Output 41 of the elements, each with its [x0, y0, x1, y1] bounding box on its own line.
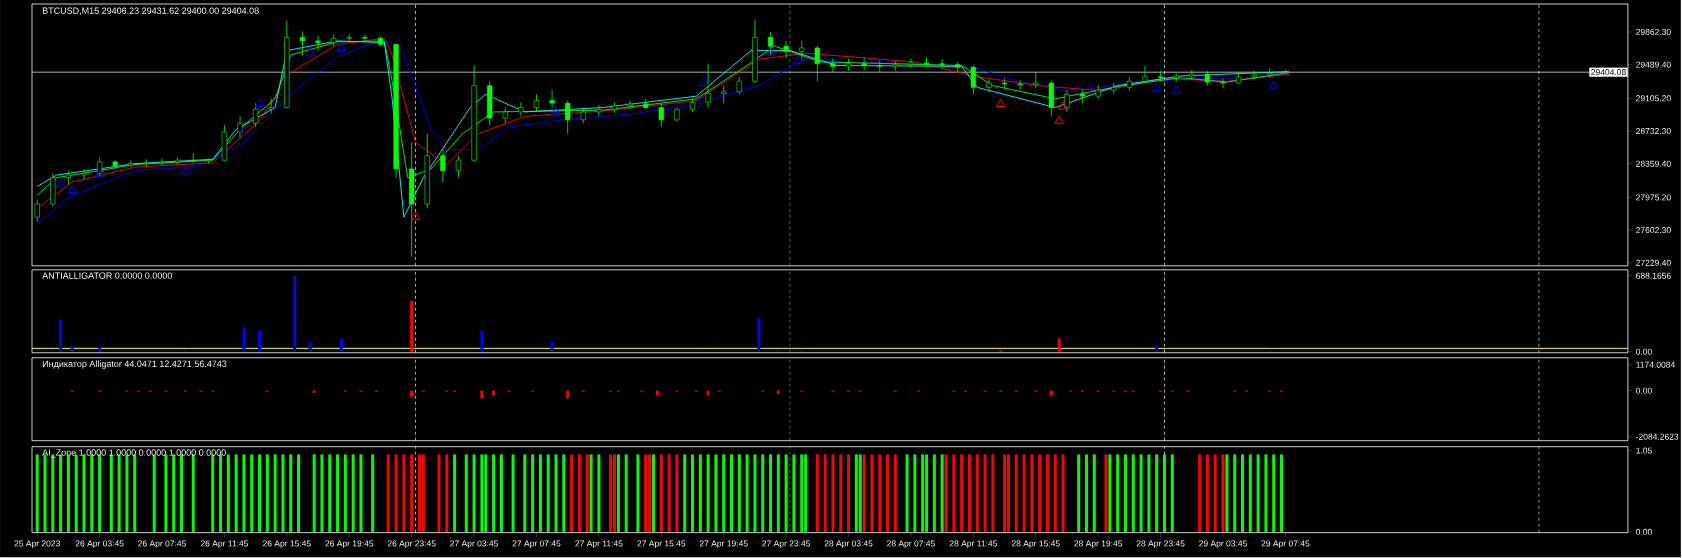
- x-tick-label: 26 Apr 03:45: [75, 540, 124, 549]
- y-tick-label: 27602.30: [1636, 227, 1671, 234]
- y-tick-label: 0.00: [1636, 387, 1652, 394]
- y-tick-label: 1.05: [1636, 447, 1652, 454]
- y-tick-label: 688.1656: [1636, 272, 1671, 279]
- y-tick-label: -2084.2623: [1636, 433, 1679, 440]
- chart-title: ANTIALLIGATOR 0.0000 0.0000: [42, 272, 172, 279]
- y-tick-label: 28359.40: [1636, 160, 1671, 167]
- y-tick-label: 27975.20: [1636, 194, 1671, 201]
- x-tick-label: 27 Apr 23:45: [762, 540, 811, 549]
- x-tick-label: 28 Apr 23:45: [1136, 540, 1185, 549]
- x-tick-label: 27 Apr 15:45: [637, 540, 686, 549]
- y-tick-label: 29862.30: [1636, 29, 1671, 36]
- x-tick-label: 28 Apr 07:45: [887, 540, 935, 549]
- x-tick-label: 27 Apr 07:45: [512, 540, 561, 549]
- chart-title: Индикатор Alligator 44.0471 12.4271 56.4743: [42, 360, 227, 369]
- y-tick-label: 1174.0084: [1636, 361, 1675, 368]
- x-tick-label: 28 Apr 19:45: [1074, 540, 1123, 549]
- x-tick-label: 29 Apr 03:45: [1199, 540, 1247, 549]
- x-tick-label: 26 Apr 07:45: [138, 540, 186, 549]
- y-tick-label: 0.00: [1636, 348, 1652, 355]
- chart-title: BTCUSD,M15 29406.23 29431.62 29400.00 29404.08: [42, 7, 259, 16]
- y-tick-label: 29105.20: [1636, 95, 1671, 102]
- x-tick-label: 26 Apr 23:45: [387, 540, 436, 549]
- x-tick-label: 28 Apr 03:45: [824, 540, 873, 549]
- x-tick-label: 25 Apr 2023: [14, 540, 60, 549]
- x-tick-label: 26 Apr 11:45: [200, 540, 249, 549]
- y-tick-label: 29489.40: [1636, 61, 1671, 68]
- x-tick-label: 28 Apr 15:45: [1011, 540, 1060, 549]
- x-tick-label: 26 Apr 19:45: [325, 540, 374, 549]
- x-tick-label: 28 Apr 11:45: [949, 540, 998, 549]
- x-tick-label: 26 Apr 15:45: [262, 540, 311, 549]
- y-tick-label: 28732.30: [1636, 128, 1671, 135]
- x-tick-label: 27 Apr 19:45: [699, 540, 748, 549]
- chart-title: AI_Zone 1.0000 1.0000 0.0000 1.0000 0.0000: [42, 449, 226, 458]
- x-tick-label: 27 Apr 03:45: [450, 540, 499, 549]
- ref-line-label: 29404.08: [1591, 69, 1626, 76]
- y-tick-label: 27229.40: [1636, 259, 1671, 266]
- x-tick-label: 27 Apr 11:45: [575, 540, 623, 549]
- y-tick-label: 0.00: [1636, 529, 1652, 536]
- x-tick-label: 29 Apr 07:45: [1261, 540, 1310, 549]
